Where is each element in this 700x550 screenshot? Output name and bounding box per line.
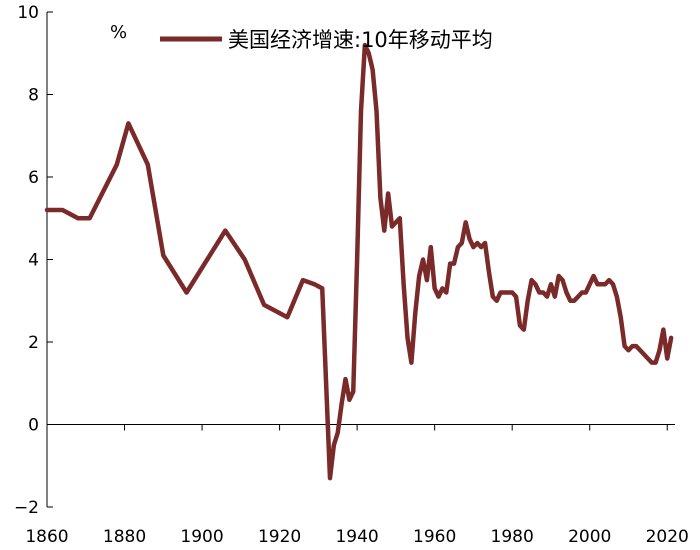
y-axis-ticks: −2 0 2 4 6 8 10: [14, 3, 53, 518]
y-tick-label: −2: [14, 498, 39, 518]
y-tick-label: 10: [17, 3, 39, 23]
y-tick-label: 8: [28, 86, 39, 106]
x-tick-label: 1900: [180, 527, 223, 547]
y-tick-label: 4: [28, 251, 39, 271]
y-axis-unit-label: %: [110, 22, 127, 43]
x-tick-label: 1960: [413, 527, 456, 547]
series-layer: [44, 42, 674, 481]
x-tick-label: 1880: [103, 527, 146, 547]
x-tick-label: 2000: [568, 527, 611, 547]
legend: 美国经济增速:10年移动平均: [160, 28, 493, 52]
x-tick-label: 2020: [646, 527, 689, 547]
x-tick-label: 1920: [258, 527, 301, 547]
y-tick-label: 2: [28, 333, 39, 353]
x-tick-label: 1860: [25, 527, 68, 547]
x-tick-label: 1940: [335, 527, 378, 547]
y-tick-label: 0: [28, 416, 39, 436]
legend-label: 美国经济增速:10年移动平均: [228, 28, 493, 52]
x-axis-ticks: 1860 1880 1900 1920 1940 1960 1980 2000 2020: [25, 424, 689, 547]
series-line: [44, 42, 674, 481]
y-tick-label: 6: [28, 168, 39, 188]
x-tick-label: 1980: [491, 527, 534, 547]
